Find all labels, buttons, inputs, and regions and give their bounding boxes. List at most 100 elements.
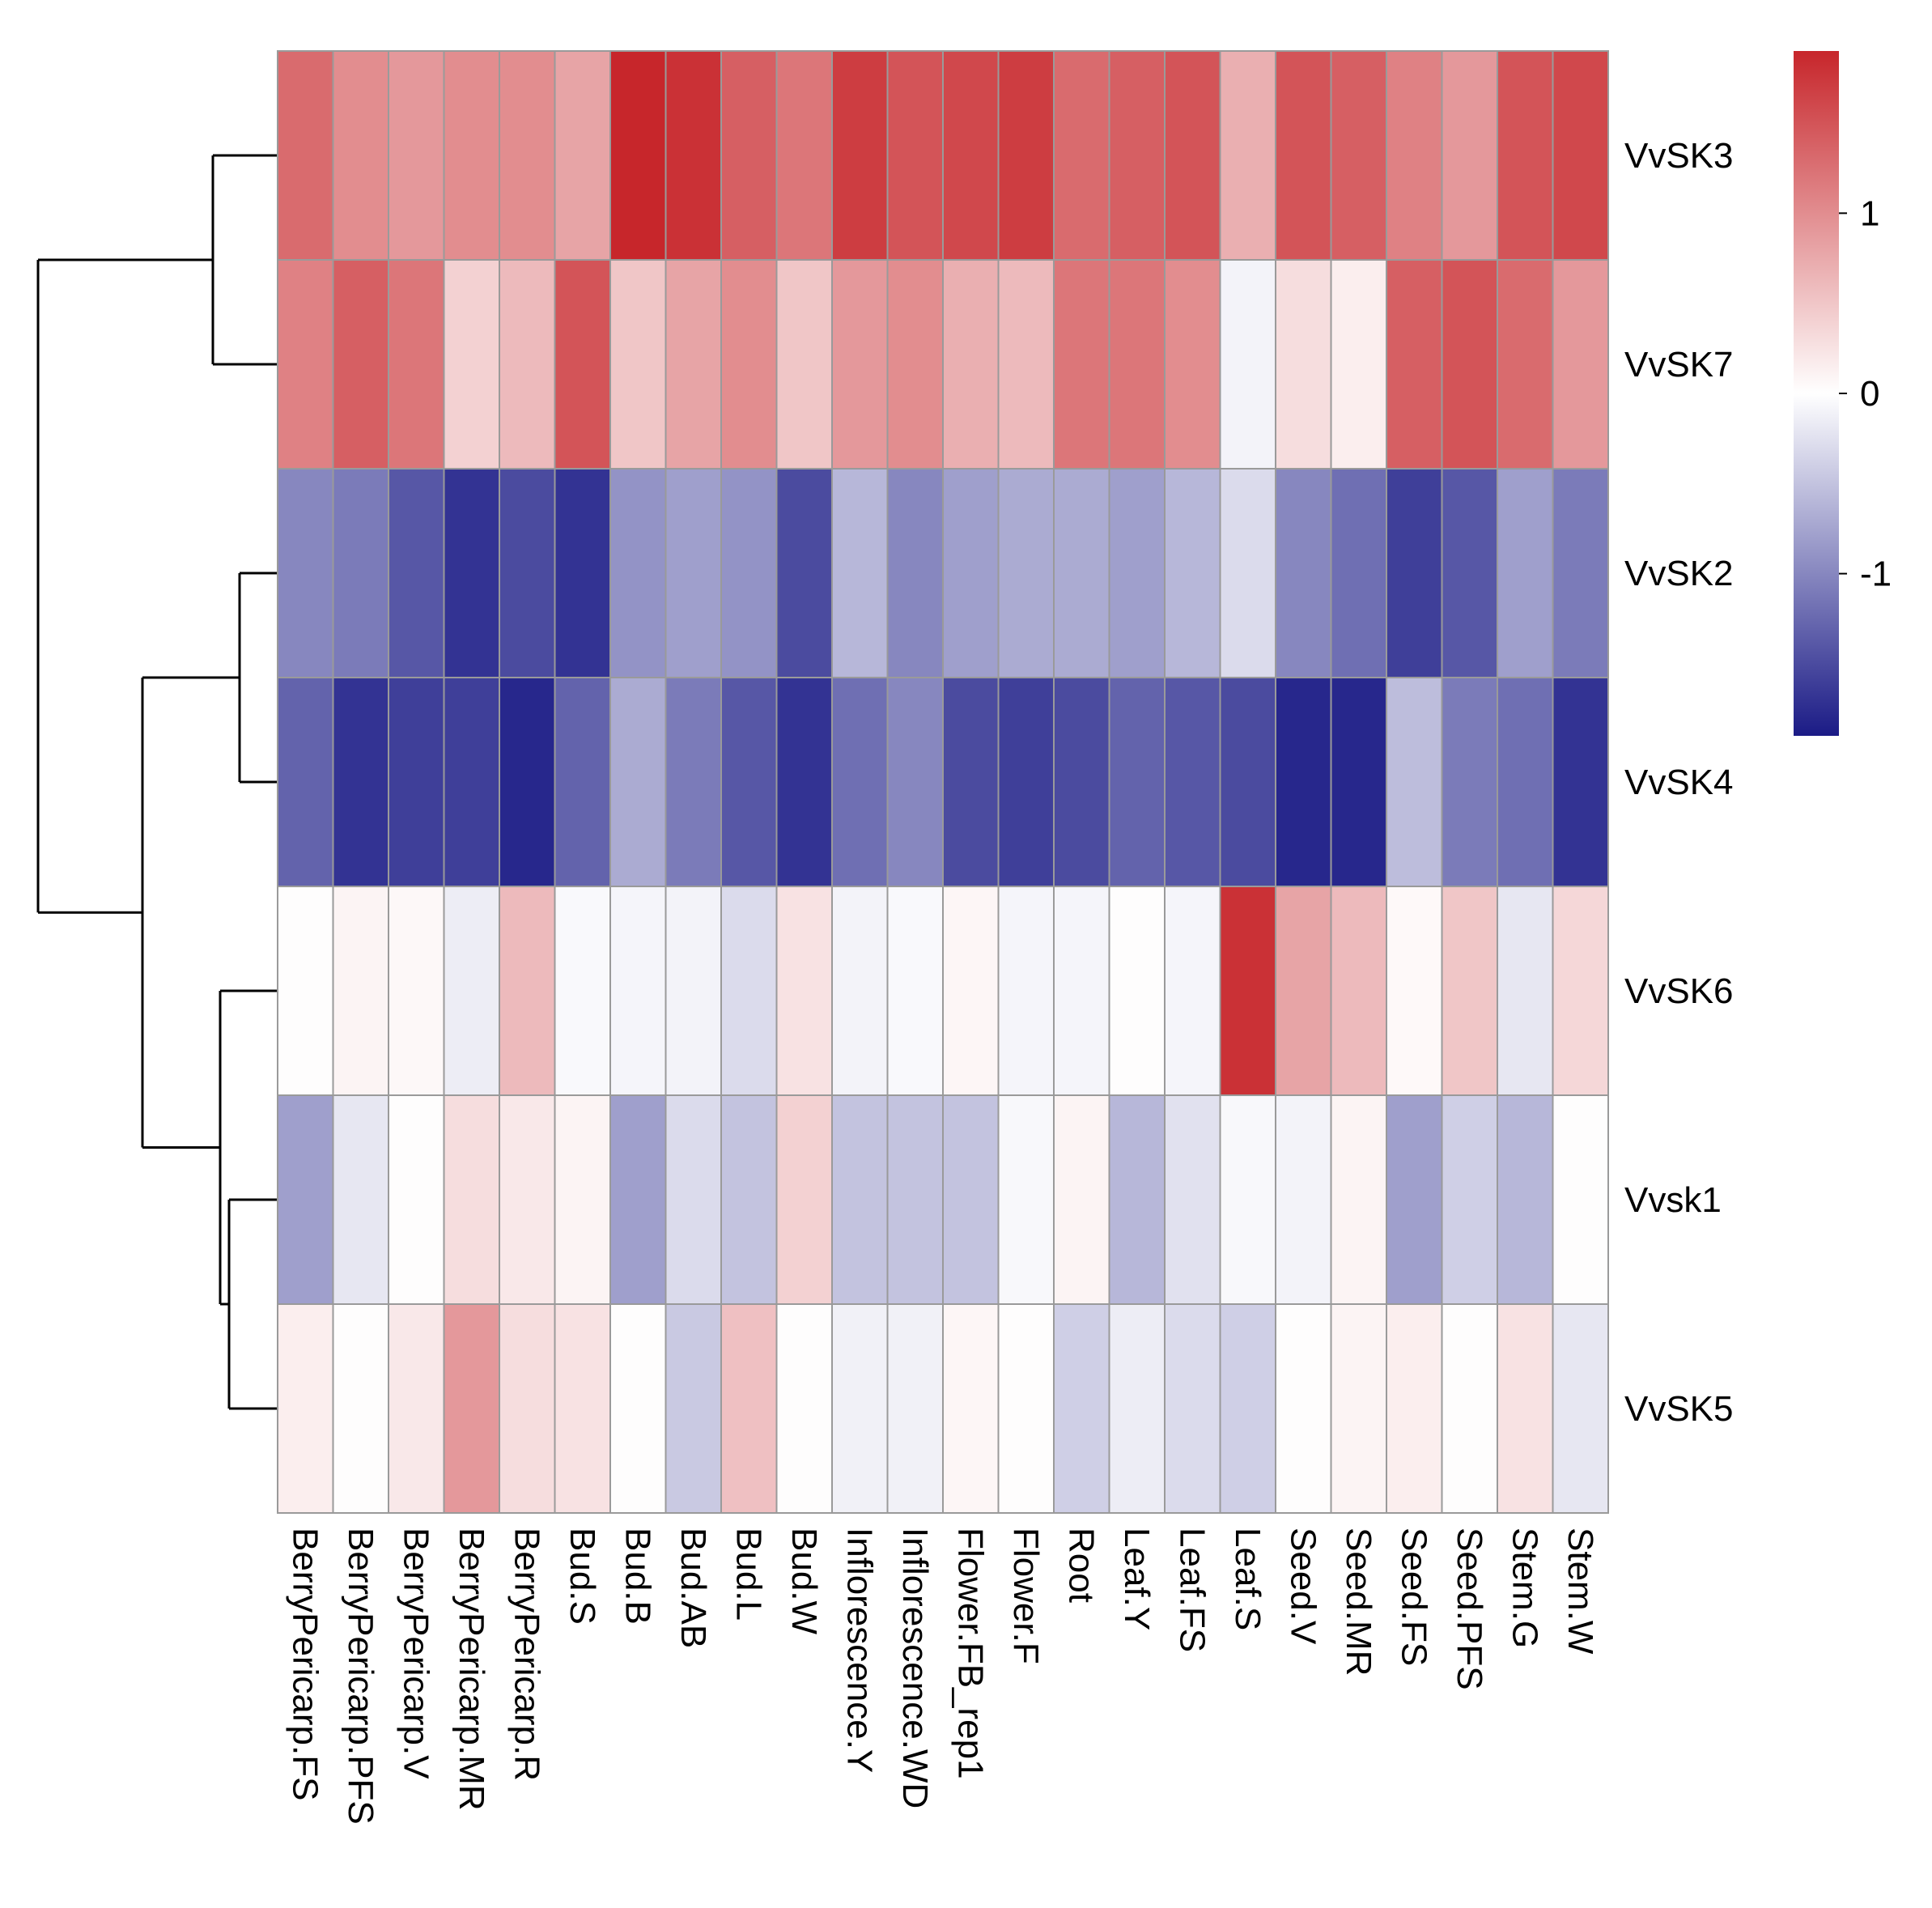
heatmap-cell [1108, 50, 1166, 261]
heatmap-cell [277, 468, 334, 678]
heatmap-cell [1108, 886, 1166, 1096]
heatmap-cell [1053, 50, 1110, 261]
heatmap-cell [499, 259, 556, 470]
heatmap-cell [609, 886, 667, 1096]
heatmap-cell [1497, 50, 1554, 261]
heatmap-cell [332, 677, 389, 887]
heatmap-cell [1053, 1094, 1110, 1305]
heatmap-frame [277, 50, 1609, 1514]
heatmap-cell [997, 259, 1055, 470]
heatmap-cell [499, 886, 556, 1096]
heatmap-cell [886, 259, 944, 470]
heatmap-cell [997, 677, 1055, 887]
heatmap-cell [1441, 1094, 1498, 1305]
heatmap-cell [1441, 50, 1498, 261]
heatmap-cell [443, 1303, 500, 1514]
heatmap-cell [277, 50, 334, 261]
heatmap-cell [1552, 1303, 1609, 1514]
colorbar-tick-label: 1 [1860, 193, 1879, 233]
heatmap-cell [388, 468, 445, 678]
heatmap-cell [831, 468, 889, 678]
heatmap-cell [277, 259, 334, 470]
heatmap-cell [1497, 468, 1554, 678]
row-label: VvSK3 [1624, 136, 1734, 176]
heatmap-cell [1219, 677, 1276, 887]
colorbar-tick-label: -1 [1860, 555, 1892, 594]
heatmap-cell [942, 1094, 1000, 1305]
heatmap-cell [886, 50, 944, 261]
heatmap-cell [1164, 1094, 1221, 1305]
column-label: BerryPericarp.FS [285, 1528, 325, 1800]
column-label: Bud.AB [673, 1528, 713, 1648]
heatmap-cell [1053, 468, 1110, 678]
colorbar: 1 0 -1 [1794, 51, 1892, 736]
heatmap-cell [1497, 1094, 1554, 1305]
heatmap-cell [886, 1303, 944, 1514]
heatmap-cell [720, 677, 778, 887]
heatmap-cell [499, 1303, 556, 1514]
heatmap-cell [1330, 677, 1387, 887]
heatmap-cell [1497, 886, 1554, 1096]
heatmap-cell [1386, 259, 1443, 470]
heatmap-cell [997, 468, 1055, 678]
heatmap-cell [1164, 468, 1221, 678]
heatmap-cell [554, 886, 611, 1096]
heatmap-cell [1164, 886, 1221, 1096]
heatmap-cell [332, 50, 389, 261]
heatmap-cell [1441, 1303, 1498, 1514]
heatmap-cell [1552, 1094, 1609, 1305]
colorbar-gradient [1794, 51, 1839, 736]
heatmap-cell [1275, 886, 1332, 1096]
column-label: Leaf.S [1228, 1528, 1267, 1630]
heatmap-cell [1108, 1303, 1166, 1514]
heatmap-cell [1053, 886, 1110, 1096]
heatmap-cell [1108, 259, 1166, 470]
heatmap-cell [277, 1094, 334, 1305]
heatmap-cell [388, 677, 445, 887]
heatmap-cell [1164, 50, 1221, 261]
column-label: Inflorescence.Y [839, 1528, 879, 1773]
heatmap-cell [942, 468, 1000, 678]
heatmap-cell [831, 677, 889, 887]
column-label: Seed.V [1283, 1528, 1323, 1645]
heatmap-cell [1330, 259, 1387, 470]
column-label: Bud.L [728, 1528, 768, 1621]
heatmap-cell [1386, 886, 1443, 1096]
heatmap-cell [1164, 1303, 1221, 1514]
heatmap-cell [1552, 50, 1609, 261]
heatmap-cell [388, 886, 445, 1096]
heatmap-cell [942, 677, 1000, 887]
column-label: Inflorescence.WD [895, 1528, 935, 1808]
heatmap-cell [554, 1094, 611, 1305]
heatmap-cell [609, 50, 667, 261]
row-labels: VvSK3 VvSK7 VvSK2 VvSK4 VvSK6 Vvsk1 VvSK5 [1624, 136, 1734, 1429]
heatmap-cell [1497, 677, 1554, 887]
heatmap-cell [1275, 468, 1332, 678]
heatmap-cell [1497, 1303, 1554, 1514]
row-label: VvSK6 [1624, 971, 1734, 1011]
heatmap-cell [1552, 468, 1609, 678]
heatmap-cell [1275, 677, 1332, 887]
heatmap-cell [1330, 1303, 1387, 1514]
heatmap-cell [665, 677, 722, 887]
row-label: VvSK4 [1624, 763, 1734, 802]
heatmap-cell [1275, 259, 1332, 470]
heatmap-cell [1164, 259, 1221, 470]
heatmap-cell [720, 468, 778, 678]
heatmap-cell [775, 1303, 833, 1514]
column-label: BerryPericarp.MR [452, 1528, 491, 1811]
heatmap-cell [1275, 1094, 1332, 1305]
heatmap-cell [1386, 1094, 1443, 1305]
heatmap-cell [388, 1303, 445, 1514]
heatmap-cell [997, 50, 1055, 261]
heatmap-cell [1275, 1303, 1332, 1514]
heatmap-cell [554, 259, 611, 470]
heatmap-cell [277, 1303, 334, 1514]
heatmap-cell [499, 677, 556, 887]
heatmap-cell [831, 1303, 889, 1514]
colorbar-tick-label: 0 [1860, 374, 1879, 414]
column-label: BerryPericarp.PFS [341, 1528, 380, 1825]
column-label: Leaf.FS [1172, 1528, 1212, 1652]
heatmap-cell [332, 1303, 389, 1514]
heatmap-cell [886, 1094, 944, 1305]
